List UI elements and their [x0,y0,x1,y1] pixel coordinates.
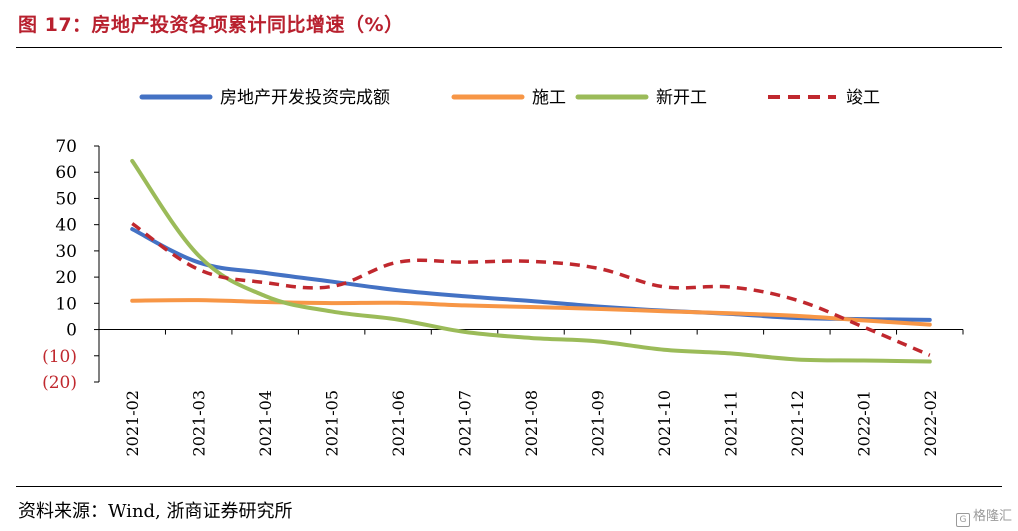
series-line-2 [130,158,932,364]
legend-label-3: 竣工 [846,88,880,108]
x-tick-label: 2022-02 [921,390,940,456]
legend-label-0: 房地产开发投资完成额 [220,88,390,108]
x-tick-label: 2021-04 [256,390,275,456]
top-divider [16,47,1002,48]
legend-label-1: 施工 [532,88,566,108]
x-tick-label: 2021-10 [655,390,674,456]
watermark-text: 格隆汇 [972,509,1012,524]
x-tick-label: 2021-09 [588,390,607,456]
y-tick-label: 0 [66,321,77,341]
y-tick-label: 20 [55,268,77,288]
x-tick-label: 2021-12 [788,390,807,456]
chart-axes: 70 60 50 40 30 20 10 0 (10) (20) 2021-02 2021-03 202… [42,137,964,456]
y-tick-label: 40 [55,216,77,236]
x-tick-label: 2021-03 [190,390,209,456]
x-tick-label: 2021-11 [721,390,740,456]
bottom-divider [16,486,1002,487]
y-tick-label: (20) [42,373,77,393]
y-tick-label: (10) [42,347,77,367]
y-tick-label: 50 [55,189,77,209]
legend: 房地产开发投资完成额 施工 新开工 竣工 [139,88,880,108]
y-tick-label: 70 [55,137,77,157]
legend-label-2: 新开工 [656,88,707,108]
chart-title: 图 17：房地产投资各项累计同比增速（%） [18,14,404,36]
watermark-logo-icon: G [955,513,970,527]
source-note: 资料来源：Wind, 浙商证券研究所 [18,501,293,522]
x-tick-label: 2021-08 [522,390,541,456]
line-chart: 房地产开发投资完成额 施工 新开工 竣工 70 60 50 40 30 20 10 0 (10) (20… [42,88,964,456]
x-tick-label: 2021-02 [123,390,142,456]
y-tick-label: 10 [55,294,77,314]
x-tick-label: 2021-05 [323,390,342,456]
x-tick-label: 2021-06 [389,390,408,456]
watermark: G 格隆汇 [955,505,1012,527]
x-tick-label: 2021-07 [456,390,475,456]
y-tick-label: 30 [55,242,77,262]
series-layer [130,158,932,364]
x-tick-label: 2022-01 [854,390,873,456]
y-tick-label: 60 [55,163,77,183]
